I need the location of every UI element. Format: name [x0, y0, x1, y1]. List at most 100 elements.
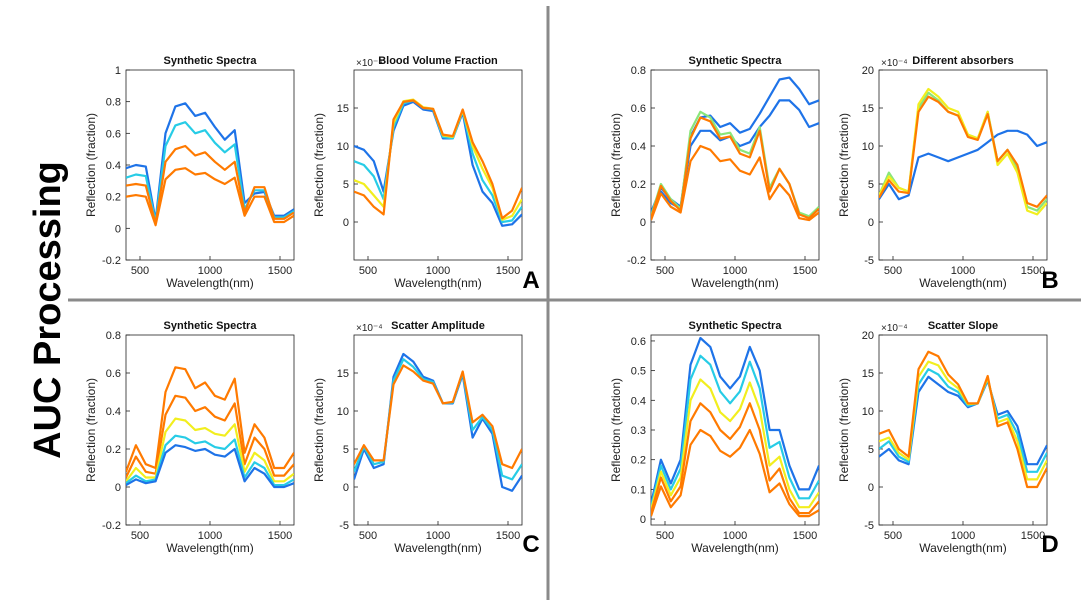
plot-title: Different absorbers — [912, 55, 1013, 67]
x-tick-label: 1500 — [496, 265, 520, 277]
plot-frame — [878, 69, 1048, 261]
y-tick-label: 0.2 — [631, 179, 646, 191]
series-line-2 — [354, 364, 522, 470]
y-tick-label: 15 — [337, 368, 349, 380]
y-tick-label: 0 — [868, 482, 874, 494]
y-exponent-label: ×10⁻⁴ — [356, 58, 383, 69]
panel-letter-c: C — [522, 531, 539, 558]
series-line-3 — [651, 402, 819, 515]
y-tick-label: 10 — [337, 141, 349, 153]
plot-title: Scatter Slope — [928, 320, 998, 332]
y-tick-label: 15 — [862, 103, 874, 115]
plot-title: Synthetic Spectra — [689, 320, 783, 332]
y-tick-label: 0 — [640, 514, 646, 526]
y-tick-label: 0.6 — [631, 103, 646, 115]
series-line-0 — [879, 129, 1047, 201]
chart-a-left: Synthetic Spectra 500 1000 1500 -0.2 0 0.2 0.4 0… — [84, 55, 295, 290]
x-tick-label: 1500 — [1021, 530, 1045, 542]
y-tick-label: 0.6 — [106, 368, 121, 380]
x-axis-label: Wavelength(nm) — [394, 541, 482, 555]
chart-a-right: Blood Volume Fraction×10⁻⁴ 500 1000 1500 0 5 1… — [312, 55, 523, 290]
plot-frame — [353, 69, 523, 261]
series-line-2 — [126, 417, 294, 483]
y-tick-label: 0.4 — [631, 141, 646, 153]
y-tick-label: -0.2 — [102, 255, 121, 267]
x-tick-label: 1000 — [426, 530, 450, 542]
series-group — [651, 76, 819, 222]
y-axis-label: Reflection (fraction) — [837, 113, 851, 217]
y-tick-label: 0 — [115, 223, 121, 235]
y-tick-label: -5 — [864, 520, 874, 532]
y-tick-label: 10 — [862, 141, 874, 153]
x-tick-label: 1000 — [951, 530, 975, 542]
series-line-4 — [651, 144, 819, 222]
x-axis-label: Wavelength(nm) — [166, 541, 254, 555]
series-group — [126, 102, 294, 227]
x-axis-label: Wavelength(nm) — [166, 276, 254, 290]
y-tick-label: 0.4 — [631, 395, 646, 407]
y-axis-label: Reflection (fraction) — [837, 378, 851, 482]
x-tick-label: 500 — [131, 530, 149, 542]
panel-letter-b: B — [1041, 267, 1058, 294]
series-line-1 — [126, 394, 294, 478]
series-group — [879, 87, 1047, 216]
x-axis-label: Wavelength(nm) — [919, 541, 1007, 555]
x-tick-label: 1500 — [268, 530, 292, 542]
series-group — [651, 336, 819, 518]
series-group — [126, 366, 294, 489]
x-tick-label: 1500 — [496, 530, 520, 542]
plot-title: Synthetic Spectra — [164, 55, 258, 67]
y-tick-label: 0.8 — [631, 65, 646, 77]
y-tick-label: 0.3 — [631, 425, 646, 437]
y-axis-label: Reflection (fraction) — [609, 113, 623, 217]
series-line-3 — [126, 434, 294, 487]
y-tick-label: 15 — [862, 368, 874, 380]
y-tick-label: -0.2 — [102, 520, 121, 532]
x-tick-label: 1000 — [723, 530, 747, 542]
plot-frame — [125, 69, 295, 261]
x-tick-label: 1000 — [951, 265, 975, 277]
plot-title: Synthetic Spectra — [689, 55, 783, 67]
y-tick-label: -0.2 — [627, 255, 646, 267]
y-tick-label: 0.8 — [106, 97, 121, 109]
x-axis-label: Wavelength(nm) — [691, 541, 779, 555]
x-axis-label: Wavelength(nm) — [919, 276, 1007, 290]
x-tick-label: 500 — [359, 265, 377, 277]
y-exponent-label: ×10⁻⁴ — [356, 323, 383, 334]
y-tick-label: 0.4 — [106, 406, 121, 418]
chart-b-right: Different absorbers ×10⁻⁴ 500 1000 1500 -5 0 5 1… — [837, 55, 1048, 290]
y-tick-label: 0.2 — [106, 192, 121, 204]
plot-frame — [353, 334, 523, 526]
y-tick-label: 5 — [868, 179, 874, 191]
series-line-1 — [879, 368, 1047, 473]
y-axis-label: Reflection (fraction) — [84, 378, 98, 482]
x-tick-label: 1500 — [268, 265, 292, 277]
y-tick-label: 0.6 — [631, 336, 646, 348]
panel-letter-d: D — [1041, 531, 1058, 558]
y-tick-label: 20 — [862, 330, 874, 342]
chart-c-left: Synthetic Spectra 500 1000 1500 -0.2 0 0.2 0.4 0… — [84, 320, 295, 555]
y-tick-label: 0 — [868, 217, 874, 229]
y-tick-label: 0.5 — [631, 366, 646, 378]
chart-d-right: Scatter Slope ×10⁻⁴ 500 1000 1500 -5 0 5 10 15 20 W… — [837, 320, 1048, 555]
plot-title: Blood Volume Fraction — [378, 55, 498, 67]
x-tick-label: 500 — [884, 530, 902, 542]
series-line-3 — [126, 167, 294, 227]
series-line-3 — [354, 99, 522, 220]
series-line-0 — [651, 76, 819, 213]
plot-title: Synthetic Spectra — [164, 320, 258, 332]
y-axis-label: Reflection (fraction) — [609, 378, 623, 482]
y-tick-label: 0 — [640, 217, 646, 229]
x-tick-label: 1500 — [793, 265, 817, 277]
x-axis-label: Wavelength(nm) — [691, 276, 779, 290]
y-tick-label: 0 — [343, 482, 349, 494]
y-axis-label: Reflection (fraction) — [312, 378, 326, 482]
series-group — [354, 352, 522, 492]
x-tick-label: 500 — [359, 530, 377, 542]
series-line-1 — [651, 354, 819, 508]
x-tick-label: 1500 — [793, 530, 817, 542]
y-tick-label: 15 — [337, 103, 349, 115]
panel-letter-a: A — [522, 267, 539, 294]
